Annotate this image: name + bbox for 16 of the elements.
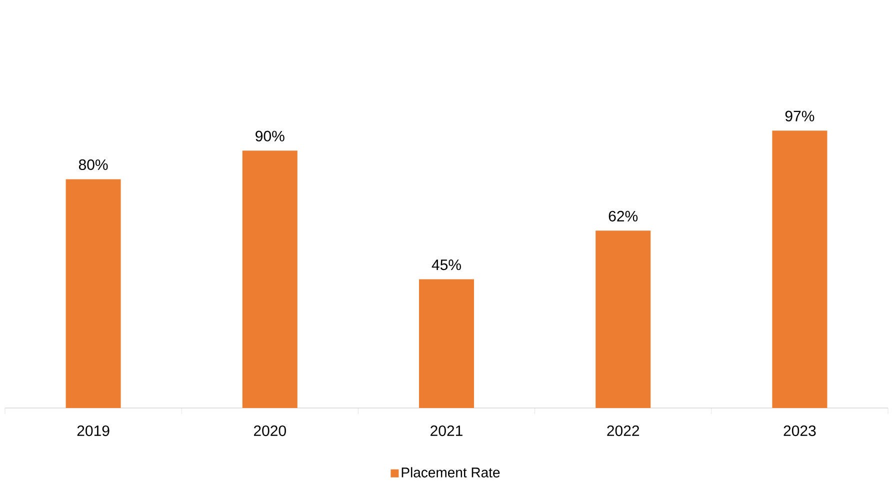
legend-label: Placement Rate bbox=[402, 467, 500, 478]
bar bbox=[242, 150, 298, 408]
data-label: 90% bbox=[256, 130, 284, 142]
x-tick-label: 2022 bbox=[607, 425, 640, 436]
bar bbox=[66, 179, 121, 408]
x-tick-label: 2020 bbox=[254, 425, 286, 436]
bar bbox=[772, 130, 828, 408]
data-label: 80% bbox=[78, 159, 108, 170]
data-label: 97% bbox=[785, 110, 814, 122]
bar bbox=[419, 279, 474, 408]
x-tick-label: 2023 bbox=[784, 425, 816, 436]
bar bbox=[596, 230, 651, 408]
x-tick-label: 2021 bbox=[430, 425, 462, 436]
x-tick-label: 2019 bbox=[77, 425, 110, 436]
data-label: 62% bbox=[608, 210, 638, 222]
data-label: 45% bbox=[432, 260, 461, 270]
